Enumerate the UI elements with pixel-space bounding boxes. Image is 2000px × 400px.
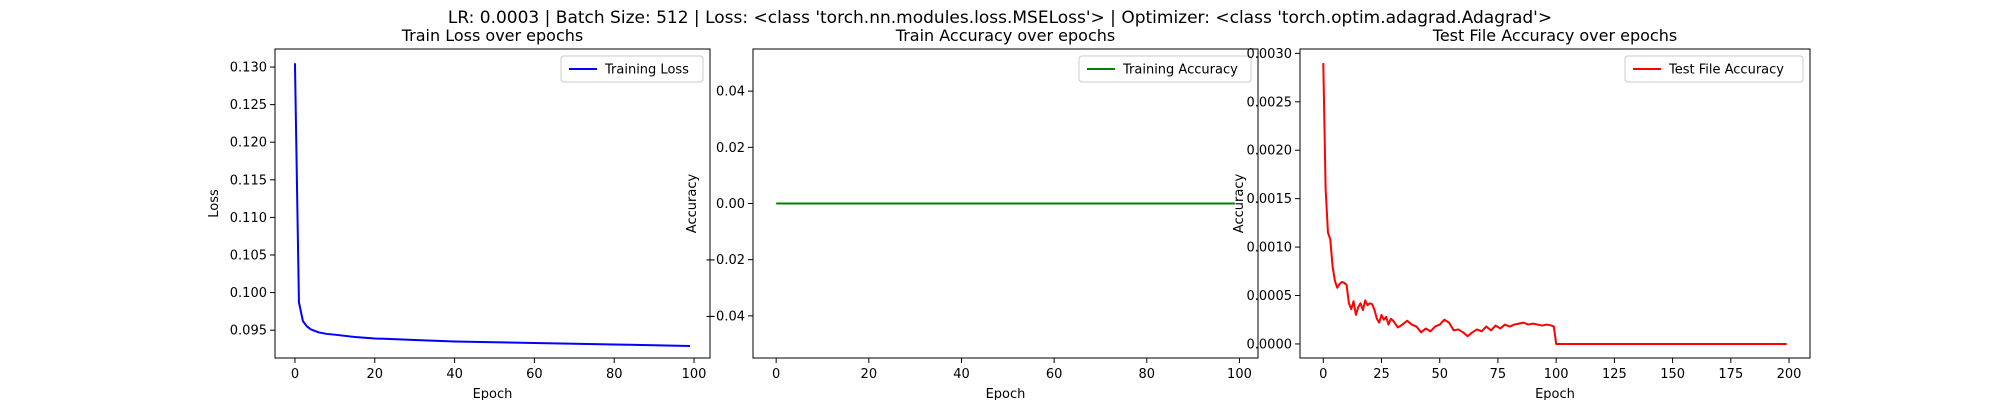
subplot-3: Test File Accuracy over epochs 0 25 50 75 100… (1232, 26, 1811, 400)
x-tick-label: 125 (1602, 367, 1627, 382)
y-tick-label: 0.0015 (1247, 192, 1293, 207)
x-tick-label: 40 (953, 367, 970, 382)
y-axis-label: Loss (207, 189, 222, 218)
subplot-title: Test File Accuracy over epochs (1432, 26, 1677, 45)
x-tick-label: 60 (1046, 367, 1063, 382)
legend-label: Training Loss (604, 63, 689, 78)
y-tick-label: 0.00 (716, 197, 745, 212)
x-tick-label: 80 (1139, 367, 1156, 382)
y-tick-label: 0.0010 (1247, 241, 1293, 256)
axes-frame (1299, 48, 1811, 359)
y-tick-label: 0.0030 (1247, 47, 1293, 62)
figure-suptitle: LR: 0.0003 | Batch Size: 512 | Loss: <cl… (448, 8, 1552, 28)
y-tick-label: 0.115 (230, 173, 267, 188)
series-line-1 (1322, 63, 1787, 345)
x-tick-label: 50 (1431, 367, 1448, 382)
axes-frame (274, 48, 711, 359)
y-tick-label: 0.0005 (1247, 289, 1293, 304)
y-tick-label: −0.04 (705, 309, 745, 324)
legend: Test File Accuracy (1624, 55, 1804, 83)
x-tick-label: 200 (1777, 367, 1802, 382)
x-axis-label: Epoch (986, 387, 1026, 400)
y-tick-label: 0.04 (716, 85, 745, 100)
x-tick-label: 100 (682, 367, 707, 382)
y-axis-label: Accuracy (1232, 174, 1247, 234)
x-tick-label: 20 (366, 367, 383, 382)
x-tick-label: 60 (526, 367, 543, 382)
subplot-1: Train Loss over epochs 0 20 40 60 80 100 0.095 0… (207, 26, 711, 400)
y-tick-label: 0.110 (230, 211, 267, 226)
x-tick-label: 0 (291, 367, 299, 382)
x-tick-label: 150 (1660, 367, 1685, 382)
legend: Training Loss (560, 55, 704, 83)
y-tick-label: 0.105 (230, 249, 267, 264)
legend-label: Test File Accuracy (1668, 63, 1784, 78)
legend-box (560, 55, 704, 83)
y-tick-label: 0.02 (716, 141, 745, 156)
x-tick-label: 100 (1227, 367, 1252, 382)
x-tick-label: 175 (1718, 367, 1743, 382)
x-tick-label: 75 (1490, 367, 1507, 382)
x-axis-label: Epoch (473, 387, 513, 400)
subplot-title: Train Accuracy over epochs (895, 26, 1115, 45)
x-tick-label: 40 (446, 367, 463, 382)
x-tick-label: 80 (606, 367, 623, 382)
x-axis-label: Epoch (1535, 387, 1575, 400)
y-tick-label: 0.100 (230, 286, 267, 301)
y-tick-label: 0.120 (230, 136, 267, 151)
y-tick-label: 0.130 (230, 61, 267, 76)
x-tick-label: 25 (1373, 367, 1390, 382)
y-tick-label: 0.0025 (1247, 95, 1293, 110)
x-tick-label: 0 (1319, 367, 1327, 382)
x-tick-label: 20 (861, 367, 878, 382)
subplot-2: Train Accuracy over epochs 0 20 40 60 80 100 −0… (685, 26, 1259, 400)
y-tick-label: −0.02 (705, 253, 745, 268)
y-tick-label: 0.0000 (1247, 337, 1293, 352)
x-tick-label: 0 (772, 367, 780, 382)
legend-box (1624, 55, 1804, 83)
series-line-1 (293, 63, 691, 347)
y-tick-label: 0.0020 (1247, 144, 1293, 159)
subplots: Train Loss over epochs 0 20 40 60 80 100 0.095 0… (207, 26, 1811, 400)
legend: Training Accuracy (1078, 55, 1252, 83)
legend-label: Training Accuracy (1122, 63, 1238, 78)
x-tick-label: 100 (1544, 367, 1569, 382)
y-tick-label: 0.125 (230, 98, 267, 113)
y-tick-label: 0.095 (230, 324, 267, 339)
y-axis-label: Accuracy (685, 174, 700, 234)
legend-box (1078, 55, 1252, 83)
subplot-title: Train Loss over epochs (401, 26, 583, 45)
